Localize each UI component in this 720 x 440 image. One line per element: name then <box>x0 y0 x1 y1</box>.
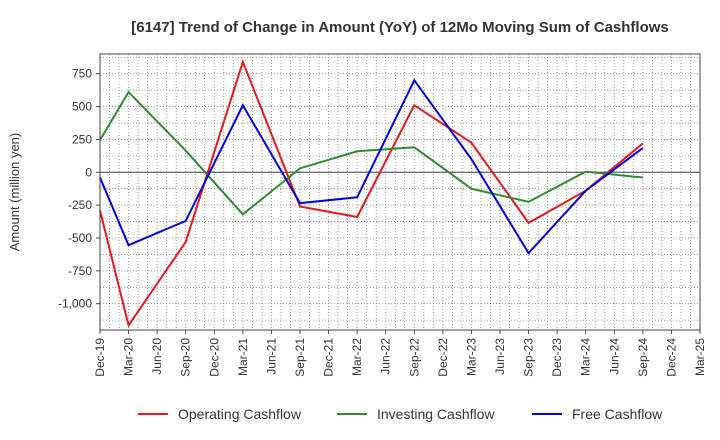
legend-label-free-cashflow: Free Cashflow <box>572 406 663 422</box>
x-tick-label: Jun-21 <box>264 338 278 375</box>
grid <box>100 54 700 330</box>
y-tick-label: -500 <box>68 231 92 245</box>
x-tick-label: Jun-20 <box>150 338 164 375</box>
operating-cashflow-line <box>99 58 644 328</box>
x-tick-label: Mar-22 <box>350 338 364 376</box>
y-tick-label: 750 <box>72 67 92 81</box>
x-axis-ticks: Dec-19 Mar-20 Jun-20 Sep-20 Dec-20 Mar-21 Jun-… <box>93 330 707 377</box>
y-tick-label: 250 <box>72 132 92 146</box>
y-axis-label: Amount (million yen) <box>7 133 22 252</box>
x-tick-label: Mar-20 <box>122 338 136 376</box>
legend: Operating Cashflow Investing Cashflow Free… <box>138 406 663 422</box>
x-tick-label: Sep-24 <box>636 338 650 377</box>
x-tick-label: Mar-24 <box>579 338 593 376</box>
x-tick-label: Sep-22 <box>407 338 421 377</box>
y-tick-label: -250 <box>68 198 92 212</box>
chart-title: [6147] Trend of Change in Amount (YoY) o… <box>131 19 669 36</box>
x-tick-label: Mar-21 <box>236 338 250 376</box>
y-tick-label: 0 <box>85 165 92 179</box>
y-axis-ticks: 750 500 250 0 -250 -500 -750 -1,000 <box>58 67 100 311</box>
x-tick-label: Sep-23 <box>522 338 536 377</box>
x-tick-label: Dec-24 <box>664 338 678 377</box>
y-tick-label: -1,000 <box>58 297 92 311</box>
x-tick-label: Dec-21 <box>322 338 336 377</box>
x-tick-label: Dec-22 <box>436 338 450 377</box>
x-tick-label: Mar-25 <box>693 338 707 376</box>
x-tick-label: Dec-20 <box>207 338 221 377</box>
x-tick-label: Jun-24 <box>607 338 621 375</box>
x-tick-label: Jun-23 <box>493 338 507 375</box>
x-tick-label: Jun-22 <box>379 338 393 375</box>
x-tick-label: Mar-23 <box>464 338 478 376</box>
x-tick-label: Dec-23 <box>550 338 564 377</box>
free-cashflow-line <box>99 78 644 255</box>
x-tick-label: Sep-20 <box>179 338 193 377</box>
plot-frame <box>99 53 701 331</box>
legend-label-investing-cashflow: Investing Cashflow <box>377 406 495 422</box>
y-tick-label: 500 <box>72 100 92 114</box>
y-tick-label: -750 <box>68 264 92 278</box>
x-tick-label: Sep-21 <box>293 338 307 377</box>
legend-label-operating-cashflow: Operating Cashflow <box>178 406 302 422</box>
series-lines <box>99 58 644 328</box>
x-tick-label: Dec-19 <box>93 338 107 377</box>
investing-cashflow-line <box>99 90 643 216</box>
